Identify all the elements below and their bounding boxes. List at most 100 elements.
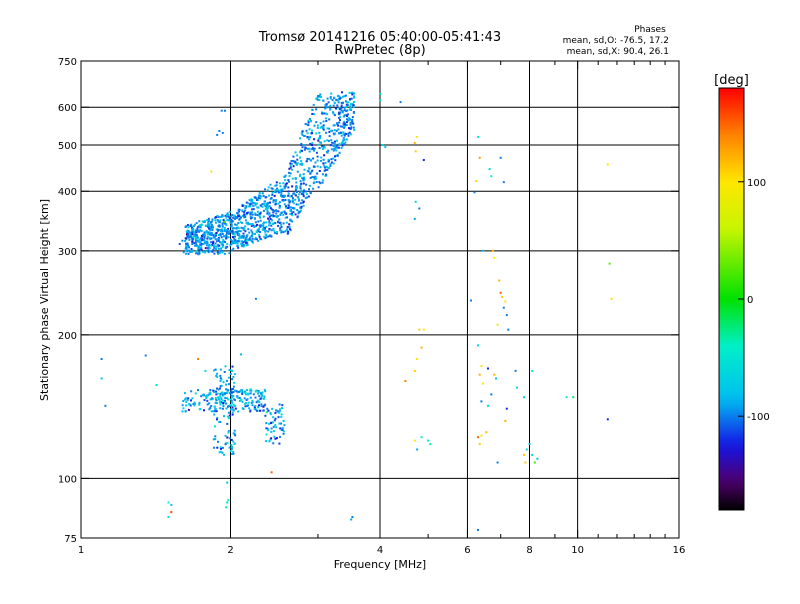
f-layer-echo [249, 211, 252, 214]
f-layer-echo [206, 233, 209, 236]
e-layer-echo [226, 436, 229, 439]
f-layer-echo [266, 202, 269, 205]
f-layer-echo [320, 96, 323, 98]
e-layer-echo [220, 397, 223, 400]
f-layer-echo [334, 145, 337, 148]
f-layer-echo [328, 167, 331, 169]
f-layer-echo [351, 118, 354, 121]
f-layer-echo [327, 160, 330, 163]
f-layer-echo [307, 170, 310, 173]
f-layer-echo [316, 159, 319, 162]
f-layer-echo [224, 247, 227, 250]
e-layer-echo [234, 389, 236, 392]
f-layer-echo [207, 251, 210, 254]
echo-point [427, 439, 430, 442]
f-layer-echo [275, 181, 278, 184]
e-layer-echo [186, 398, 189, 401]
f-layer-echo [311, 142, 314, 145]
f-layer-echo [311, 169, 314, 172]
f-layer-echo [288, 180, 290, 183]
e-layer-echo [269, 438, 272, 441]
f-layer-echo [218, 225, 221, 228]
f-layer-echo [274, 203, 277, 206]
e-layer-echo [229, 450, 232, 453]
f-layer-echo [296, 186, 299, 189]
f-layer-echo [257, 227, 260, 230]
f-layer-echo [300, 205, 303, 208]
f-layer-echo [340, 101, 343, 104]
e-layer-echo [282, 420, 285, 422]
e-layer-echo [229, 398, 232, 401]
f-layer-echo [195, 234, 198, 237]
f-layer-echo [226, 219, 229, 222]
f-layer-echo [214, 242, 217, 245]
f-layer-echo [217, 239, 220, 242]
e-layer-echo [209, 406, 212, 409]
echo-point [379, 92, 381, 95]
f-layer-echo [210, 234, 213, 236]
e-layer-echo [227, 430, 230, 432]
f-layer-echo [285, 205, 288, 208]
f-layer-echo [290, 195, 293, 198]
f-layer-echo [215, 232, 218, 235]
f-layer-echo [196, 227, 199, 230]
f-layer-echo [221, 225, 224, 228]
f-layer-echo [215, 228, 218, 231]
f-layer-echo [219, 241, 221, 244]
e-layer-echo [223, 415, 225, 418]
echo-point [482, 382, 485, 385]
f-layer-echo [249, 223, 251, 226]
f-layer-echo [281, 188, 284, 191]
f-layer-echo [285, 212, 288, 215]
f-layer-echo [318, 131, 321, 134]
f-layer-echo [350, 122, 353, 125]
f-layer-echo [329, 165, 332, 167]
f-layer-echo [340, 106, 343, 109]
f-layer-echo [253, 217, 256, 220]
f-layer-echo [273, 229, 276, 232]
e-layer-echo [238, 397, 241, 400]
f-layer-echo [312, 182, 315, 185]
x-tick-label: 10 [571, 545, 584, 556]
f-layer-echo [299, 185, 302, 188]
echo-point [413, 439, 416, 442]
f-layer-echo [263, 204, 266, 207]
echo-point [480, 400, 483, 403]
f-layer-echo [226, 212, 229, 215]
echo-point [155, 384, 158, 386]
echo-point [167, 501, 170, 504]
f-layer-echo [350, 91, 353, 94]
f-layer-echo [292, 165, 295, 168]
f-layer-echo [302, 177, 305, 180]
f-layer-echo [301, 146, 304, 149]
f-layer-echo [210, 244, 213, 247]
f-layer-echo [266, 209, 269, 212]
f-layer-echo [276, 216, 278, 219]
f-layer-echo [243, 244, 245, 247]
e-layer-echo [232, 432, 235, 435]
f-layer-echo [245, 205, 248, 208]
f-layer-echo [340, 104, 343, 107]
f-layer-echo [316, 172, 319, 175]
e-layer-echo [249, 388, 252, 391]
f-layer-echo [311, 176, 314, 178]
f-layer-echo [294, 198, 297, 201]
f-layer-echo [300, 162, 303, 165]
f-layer-echo [270, 229, 273, 232]
e-layer-echo [184, 397, 187, 400]
f-layer-echo [264, 196, 267, 199]
f-layer-echo [186, 233, 188, 236]
f-layer-echo [300, 142, 303, 145]
f-layer-echo [212, 242, 214, 245]
f-layer-echo [259, 211, 262, 214]
f-layer-echo [301, 177, 303, 180]
e-layer-echo [208, 402, 211, 405]
echo-point [200, 223, 203, 226]
e-layer-echo [246, 398, 249, 401]
e-layer-echo [219, 407, 222, 410]
f-layer-echo [275, 212, 278, 215]
f-layer-echo [195, 235, 198, 238]
f-layer-echo [284, 183, 287, 186]
f-layer-echo [228, 217, 231, 220]
f-layer-echo [279, 221, 282, 224]
